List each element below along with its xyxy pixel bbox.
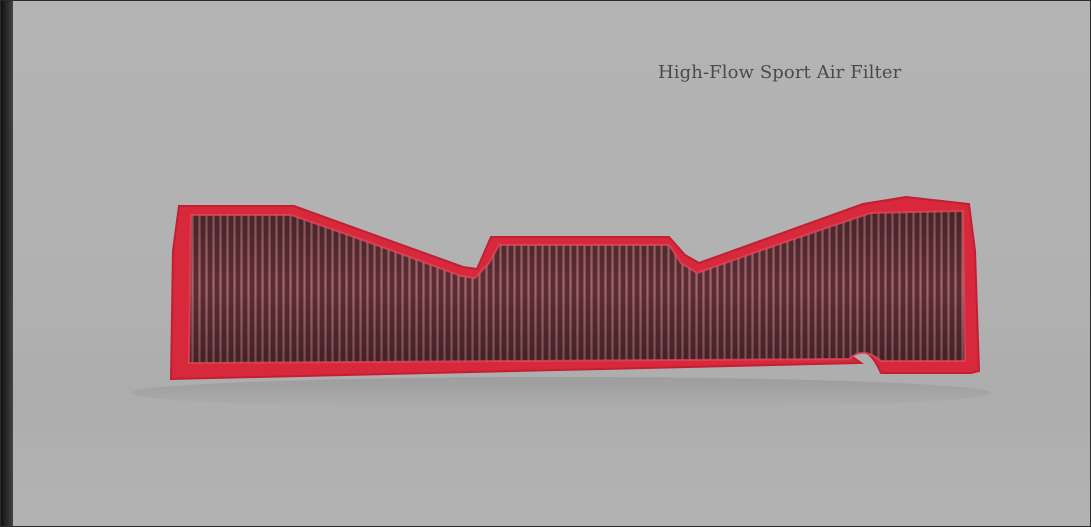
filter-pleated-media <box>189 211 965 363</box>
background-engine-edge <box>1 1 13 526</box>
frame-inner-lip <box>187 209 967 365</box>
floor-shadow <box>131 377 991 409</box>
product-title: High-Flow Sport Air Filter <box>658 62 902 83</box>
